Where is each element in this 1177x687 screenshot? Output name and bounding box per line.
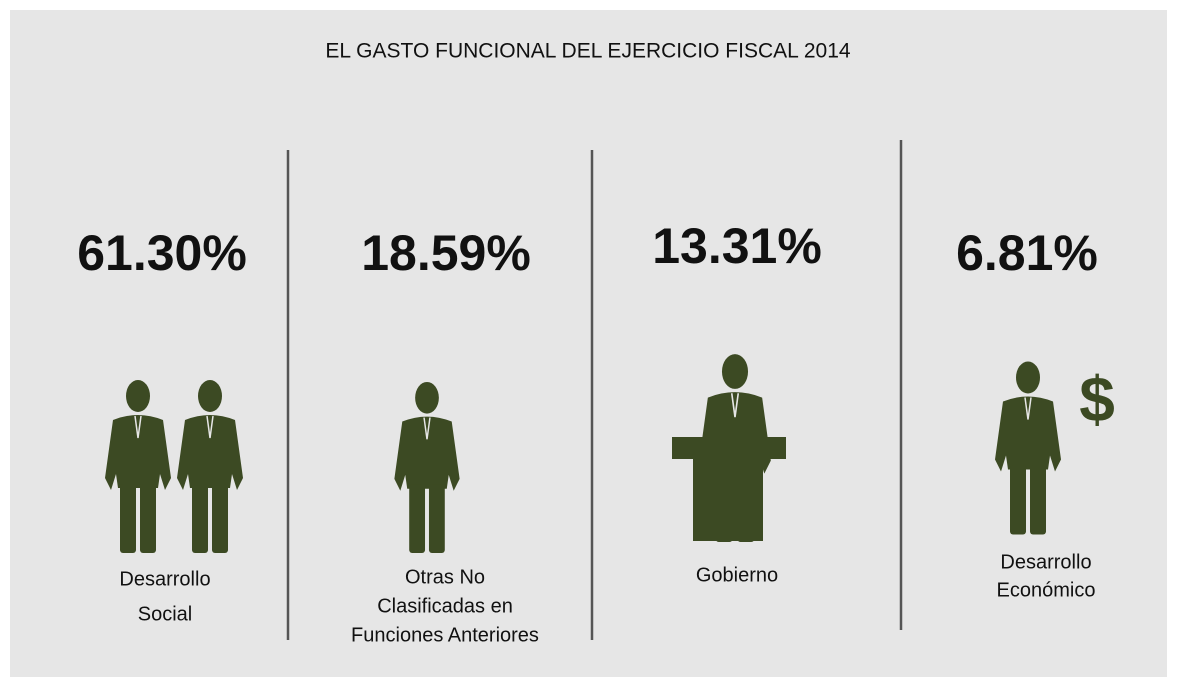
label: Funciones Anteriores (351, 624, 539, 646)
percent: 13.31% (652, 218, 822, 274)
label: Gobierno (696, 564, 778, 586)
podium-top (672, 437, 786, 459)
podium (693, 457, 763, 541)
label: Económico (997, 579, 1096, 601)
label: Otras No (405, 566, 485, 588)
percent: 6.81% (956, 225, 1098, 281)
icons (104, 353, 1062, 553)
title: EL GASTO FUNCIONAL DEL EJERCICIO FISCAL … (325, 40, 850, 63)
label: Desarrollo (1000, 551, 1091, 573)
percent: 61.30% (77, 225, 247, 281)
background (10, 10, 1167, 677)
label: Desarrollo (119, 568, 210, 590)
label: Social (138, 603, 192, 625)
label: Clasificadas en (377, 595, 513, 617)
dollar-icon: $ (1079, 363, 1115, 435)
percent: 18.59% (361, 225, 531, 281)
